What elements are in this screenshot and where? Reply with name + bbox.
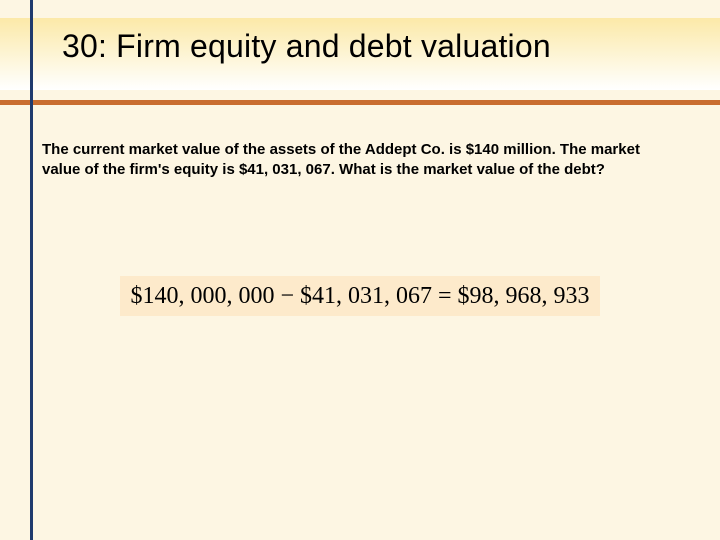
slide-title: 30: Firm equity and debt valuation — [62, 28, 551, 65]
problem-statement: The current market value of the assets o… — [42, 140, 672, 181]
left-rule — [30, 0, 33, 540]
accent-rule — [0, 100, 720, 105]
equation-text: $140, 000, 000 − $41, 031, 067 = $98, 96… — [130, 283, 589, 310]
equation-box: $140, 000, 000 − $41, 031, 067 = $98, 96… — [120, 276, 600, 316]
slide: 30: Firm equity and debt valuation The c… — [0, 0, 720, 540]
